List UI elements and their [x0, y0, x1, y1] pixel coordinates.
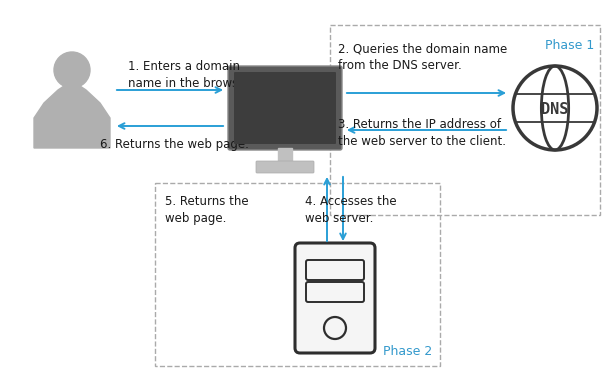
Text: 4. Accesses the
web server.: 4. Accesses the web server. [305, 195, 396, 225]
Text: 5. Returns the
web page.: 5. Returns the web page. [165, 195, 248, 225]
Text: 3. Returns the IP address of
the web server to the client.: 3. Returns the IP address of the web ser… [338, 118, 506, 148]
FancyBboxPatch shape [228, 66, 342, 150]
Polygon shape [34, 86, 110, 148]
Text: DNS: DNS [541, 103, 569, 118]
Text: 6. Returns the web page.: 6. Returns the web page. [100, 138, 249, 151]
FancyBboxPatch shape [234, 72, 336, 144]
Text: Phase 1: Phase 1 [544, 39, 594, 52]
Text: 1. Enters a domain
name in the browser.: 1. Enters a domain name in the browser. [128, 60, 253, 90]
Bar [155, 183, 440, 366]
Bar [330, 25, 600, 215]
FancyBboxPatch shape [306, 260, 364, 280]
FancyBboxPatch shape [256, 161, 314, 173]
FancyBboxPatch shape [295, 243, 375, 353]
Bar [278, 148, 292, 164]
Text: Phase 2: Phase 2 [382, 345, 432, 358]
FancyBboxPatch shape [306, 282, 364, 302]
Circle shape [54, 52, 90, 88]
Text: 2. Queries the domain name
from the DNS server.: 2. Queries the domain name from the DNS … [338, 42, 507, 72]
